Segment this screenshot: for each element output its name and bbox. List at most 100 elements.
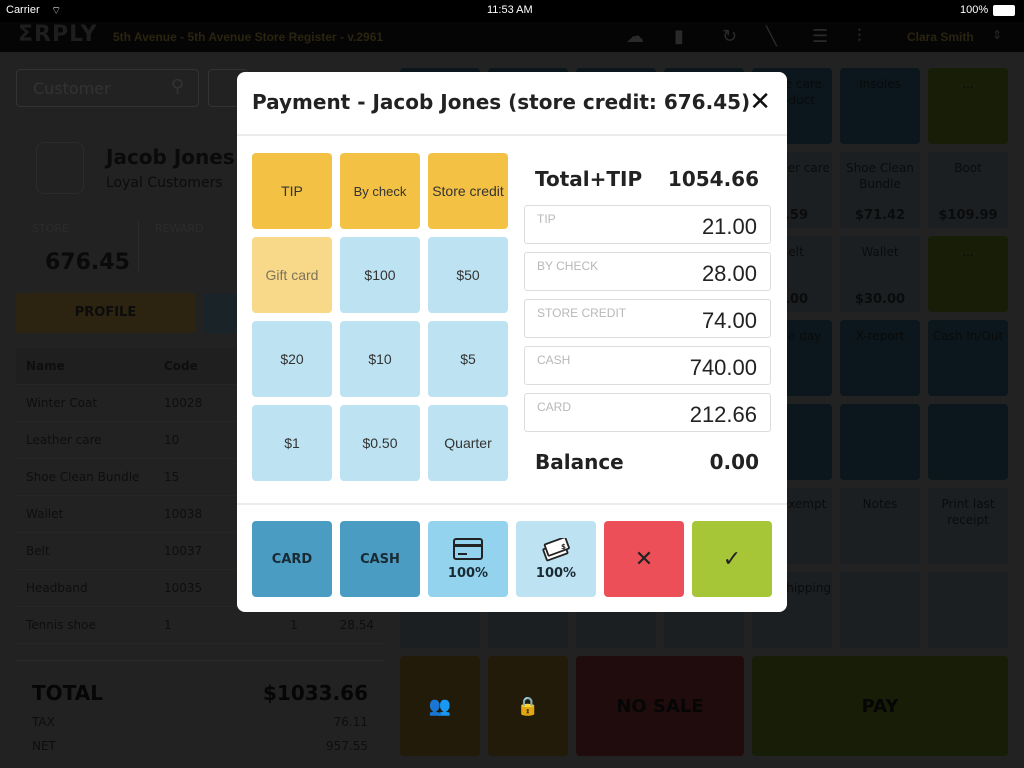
field-label: CARD — [537, 400, 572, 414]
x-icon: ✕ — [634, 546, 654, 572]
store-title: 5th Avenue - 5th Avenue Store Register -… — [113, 30, 384, 44]
battery-level: 100% — [960, 4, 989, 16]
payment-button--0-50[interactable]: $0.50 — [340, 405, 420, 481]
cancel-button[interactable]: ✕ — [604, 521, 684, 597]
total-value: $1033.66 — [262, 681, 368, 705]
close-icon[interactable]: ✕ — [749, 87, 771, 117]
table-row[interactable]: Belt 10037 — [16, 533, 384, 570]
net-label: NET — [32, 739, 56, 753]
list-icon[interactable]: ☰ — [812, 26, 829, 47]
payment-button-tip[interactable]: TIP — [252, 153, 332, 229]
tile-label: Notes — [862, 497, 898, 511]
balance-label: Balance — [535, 450, 624, 474]
payment-button--20[interactable]: $20 — [252, 321, 332, 397]
check-icon: ✓ — [722, 546, 742, 572]
table-row[interactable]: Leather care 10 — [16, 422, 384, 459]
tile-label: Shoe Clean Bundle — [846, 161, 914, 191]
customer-placeholder: Customer — [33, 79, 111, 98]
lock-icon: 🔒 — [516, 695, 540, 717]
grid-tile[interactable]: ... — [928, 68, 1008, 144]
chevron-updown-icon[interactable]: ⇕ — [992, 28, 1003, 42]
full-card-button[interactable]: 100% — [428, 521, 508, 597]
no-sale-button[interactable]: NO SALE — [576, 656, 744, 756]
store-credit-field[interactable]: STORE CREDIT 74.00 — [524, 299, 771, 338]
grid-tile[interactable] — [840, 572, 920, 648]
tile-label: ... — [962, 77, 974, 91]
total-tip-label: Total+TIP — [535, 167, 643, 191]
payment-button-gift-card[interactable]: Gift card — [252, 237, 332, 313]
svg-text:$: $ — [561, 543, 566, 551]
users-icon: 👥 — [428, 695, 452, 717]
column-header: Name — [26, 359, 65, 373]
payment-button-by-check[interactable]: By check — [340, 153, 420, 229]
table-cell: 1 — [164, 618, 172, 632]
store-credit-value: 676.45 — [45, 250, 130, 275]
payment-button--100[interactable]: $100 — [340, 237, 420, 313]
grid-tile[interactable]: Notes — [840, 488, 920, 564]
credit-card-icon — [453, 537, 483, 560]
tile-price: $30.00 — [854, 292, 906, 307]
table-row[interactable]: Headband 10035 — [16, 570, 384, 607]
card-percent: 100% — [447, 565, 489, 581]
confirm-button[interactable]: ✓ — [692, 521, 772, 597]
refresh-icon[interactable]: ↻ — [722, 26, 738, 47]
tile-label: Print last receipt — [941, 497, 995, 527]
grid-tile[interactable]: X-report — [840, 320, 920, 396]
grid-tile[interactable]: Print last receipt — [928, 488, 1008, 564]
payment-button--1[interactable]: $1 — [252, 405, 332, 481]
table-row[interactable]: Shoe Clean Bundle 15 — [16, 459, 384, 496]
cash-field[interactable]: CASH 740.00 — [524, 346, 771, 385]
balance-row: Balance 0.00 — [535, 450, 759, 474]
modal-title: Payment - Jacob Jones (store credit: 676… — [252, 90, 751, 114]
table-cell: 28.54 — [339, 618, 374, 632]
settings-sliders-icon[interactable]: ⫶ — [857, 26, 862, 47]
by-check-field[interactable]: BY CHECK 28.00 — [524, 252, 771, 291]
grid-tile[interactable]: ... — [928, 236, 1008, 312]
payment-button--10[interactable]: $10 — [340, 321, 420, 397]
customer-search-input[interactable]: Customer ⚲ — [16, 69, 199, 107]
payment-button-quarter[interactable]: Quarter — [428, 405, 508, 481]
card-field[interactable]: CARD 212.66 — [524, 393, 771, 432]
lock-button[interactable]: 🔒 — [488, 656, 568, 756]
grid-tile[interactable] — [928, 572, 1008, 648]
profile-button[interactable]: PROFILE — [16, 293, 195, 333]
full-cash-button[interactable]: $ 100% — [516, 521, 596, 597]
payment-button--50[interactable]: $50 — [428, 237, 508, 313]
secondary-button[interactable] — [203, 293, 243, 333]
grid-tile[interactable] — [840, 404, 920, 480]
total-tip-value: 1054.66 — [667, 167, 759, 191]
pay-button[interactable]: PAY — [752, 656, 1008, 756]
pen-icon[interactable]: ╲ — [766, 26, 777, 47]
tile-label: Boot — [954, 161, 982, 175]
cloud-upload-icon[interactable]: ☁ — [626, 26, 644, 47]
table-cell: 1 — [290, 618, 298, 632]
grid-tile[interactable] — [928, 404, 1008, 480]
cash-button[interactable]: CASH — [340, 521, 420, 597]
table-row[interactable]: Winter Coat 10028 — [16, 385, 384, 422]
battery-icon — [993, 5, 1015, 16]
grid-tile[interactable]: Wallet $30.00 — [840, 236, 920, 312]
customers-button[interactable]: 👥 — [400, 656, 480, 756]
payment-button--5[interactable]: $5 — [428, 321, 508, 397]
clock: 11:53 AM — [487, 4, 533, 16]
search-icon[interactable]: ⚲ — [170, 76, 184, 97]
grid-tile[interactable]: Cash In/Out — [928, 320, 1008, 396]
field-value: 740.00 — [689, 355, 757, 380]
wifi-icon: ⌔ — [51, 5, 62, 17]
grid-tile[interactable]: Insoles — [840, 68, 920, 144]
store-label: STORE — [32, 222, 69, 235]
table-row[interactable]: Wallet 10038 — [16, 496, 384, 533]
tile-label: Wallet — [861, 245, 899, 259]
grid-tile[interactable]: Shoe Clean Bundle $71.42 — [840, 152, 920, 228]
tile-price: $71.42 — [854, 208, 906, 223]
table-row[interactable]: Tennis shoe 1 1 28.54 — [16, 607, 384, 644]
tile-label: X-report — [855, 329, 905, 343]
cash-percent: 100% — [535, 565, 577, 581]
card-button[interactable]: CARD — [252, 521, 332, 597]
total-label: TOTAL — [32, 681, 103, 705]
grid-tile[interactable]: Boot $109.99 — [928, 152, 1008, 228]
signal-icon[interactable]: ▮ — [674, 26, 684, 47]
user-name[interactable]: Clara Smith — [907, 30, 974, 44]
tip-field[interactable]: TIP 21.00 — [524, 205, 771, 244]
payment-button-store-credit[interactable]: Store credit — [428, 153, 508, 229]
